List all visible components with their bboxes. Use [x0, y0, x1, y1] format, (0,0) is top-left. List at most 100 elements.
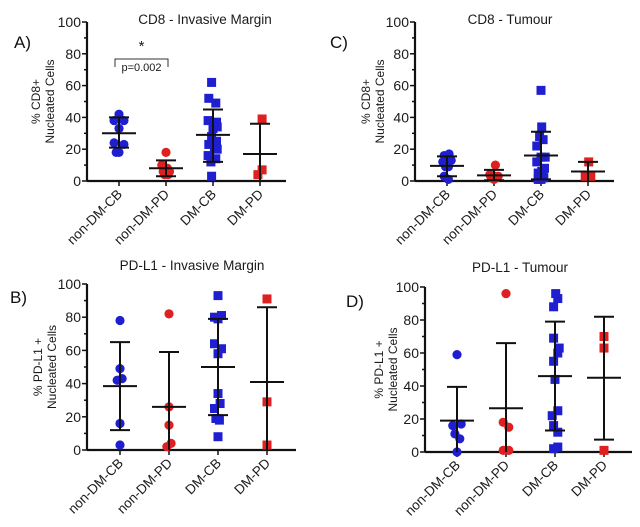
data-point: [115, 440, 125, 450]
data-point: [117, 374, 127, 384]
panel-label: A): [14, 33, 31, 52]
y-tick-label: 80: [393, 46, 409, 62]
data-point: [257, 114, 267, 124]
data-point: [553, 427, 563, 437]
x-tick-label: DM-CB: [182, 456, 224, 498]
data-point: [586, 171, 596, 181]
y-tick-label: 40: [403, 378, 419, 394]
y-tick-label: 20: [403, 411, 419, 427]
x-tick-label: DM-CB: [519, 458, 561, 500]
panel-label: B): [10, 288, 27, 307]
group-non-dm-pd: [149, 147, 183, 180]
y-tick-label: 40: [65, 109, 81, 125]
data-point: [203, 116, 213, 126]
data-point: [551, 289, 561, 299]
data-point: [490, 160, 500, 170]
data-point: [212, 117, 221, 127]
group-non-dm-pd: [152, 309, 186, 452]
x-tick-label: DM-PD: [552, 186, 594, 228]
data-point: [580, 171, 590, 181]
data-point: [217, 311, 226, 321]
data-point: [554, 343, 564, 353]
data-point: [204, 139, 214, 149]
y-tick-label: 80: [65, 309, 81, 325]
data-point: [212, 122, 222, 132]
y-tick-label: 20: [393, 141, 409, 157]
panel-label: C): [330, 33, 348, 52]
chart-title: PD-L1 - Invasive Margin: [120, 258, 265, 273]
data-point: [537, 122, 547, 132]
data-point: [207, 171, 217, 181]
y-axis-label-line: % PD-L1 +: [31, 338, 45, 396]
data-point: [532, 141, 542, 151]
data-point: [162, 442, 172, 452]
data-point: [207, 131, 217, 141]
panel-d: D) PD-L1 - Tumour % PD-L1 +Nucleated Cells…: [346, 260, 632, 519]
group-dm-pd: [250, 294, 284, 450]
group-dm-cb: [538, 289, 572, 454]
data-point: [213, 291, 223, 301]
y-tick-label: 60: [65, 78, 81, 94]
significance-star: *: [139, 38, 145, 55]
data-point: [207, 77, 217, 87]
y-axis-label-line: Nucleated Cells: [386, 327, 400, 411]
x-tick-label: DM-PD: [231, 455, 273, 497]
data-point: [215, 399, 225, 409]
y-tick-label: 80: [65, 46, 81, 62]
x-tick-label: DM-CB: [505, 187, 547, 229]
y-tick-label: 100: [58, 276, 82, 292]
data-point: [456, 419, 466, 429]
data-point: [448, 421, 458, 431]
data-point: [213, 432, 223, 442]
group-dm-pd: [243, 114, 277, 181]
y-axis-label-line: % CD8+: [359, 79, 373, 124]
chart-title: CD8 - Tumour: [468, 12, 553, 27]
data-point: [161, 147, 171, 157]
panel-b: B) PD-L1 - Invasive Margin % PD-L1 +Nuclea…: [10, 258, 296, 517]
data-point: [203, 151, 213, 161]
data-point: [160, 170, 170, 180]
data-point: [210, 339, 219, 349]
y-tick-label: 60: [403, 345, 419, 361]
y-axis-label-line: % PD-L1 +: [372, 340, 386, 398]
data-point: [549, 421, 559, 431]
y-tick-label: 0: [73, 173, 81, 189]
y-axis-label-line: Nucleated Cells: [43, 59, 57, 143]
data-point: [262, 294, 272, 304]
y-tick-label: 0: [401, 173, 409, 189]
y-axis-label-line: Nucleated Cells: [373, 59, 387, 143]
data-point: [549, 356, 559, 366]
y-tick-label: 80: [403, 312, 419, 328]
chart-title: PD-L1 - Tumour: [472, 260, 569, 275]
group-dm-cb: [524, 85, 558, 184]
x-tick-label: DM-CB: [177, 187, 219, 229]
data-point: [111, 147, 121, 157]
data-point: [211, 98, 221, 108]
y-tick-label: 100: [386, 14, 410, 30]
data-point: [532, 157, 542, 167]
data-point: [599, 445, 609, 455]
y-tick-label: 40: [393, 109, 409, 125]
group-non-dm-cb: [440, 350, 474, 457]
data-point: [536, 85, 546, 95]
data-point: [214, 415, 224, 425]
data-point: [501, 289, 511, 299]
y-tick-label: 60: [65, 342, 81, 358]
y-tick-label: 100: [58, 14, 82, 30]
group-dm-pd: [587, 315, 621, 455]
data-point: [109, 138, 119, 148]
data-point: [212, 144, 222, 154]
group-non-dm-cb: [103, 315, 137, 450]
significance-bracket: [114, 58, 169, 67]
y-axis-label: % CD8+Nucleated Cells: [359, 59, 387, 143]
data-point: [549, 302, 559, 312]
y-tick-label: 100: [396, 279, 420, 295]
y-tick-label: 20: [65, 409, 81, 425]
group-non-dm-cb: [430, 149, 464, 185]
data-point: [212, 136, 221, 146]
group-dm-cb: [196, 77, 230, 181]
data-point: [538, 135, 548, 145]
y-tick-label: 0: [73, 442, 81, 458]
data-point: [211, 154, 221, 164]
